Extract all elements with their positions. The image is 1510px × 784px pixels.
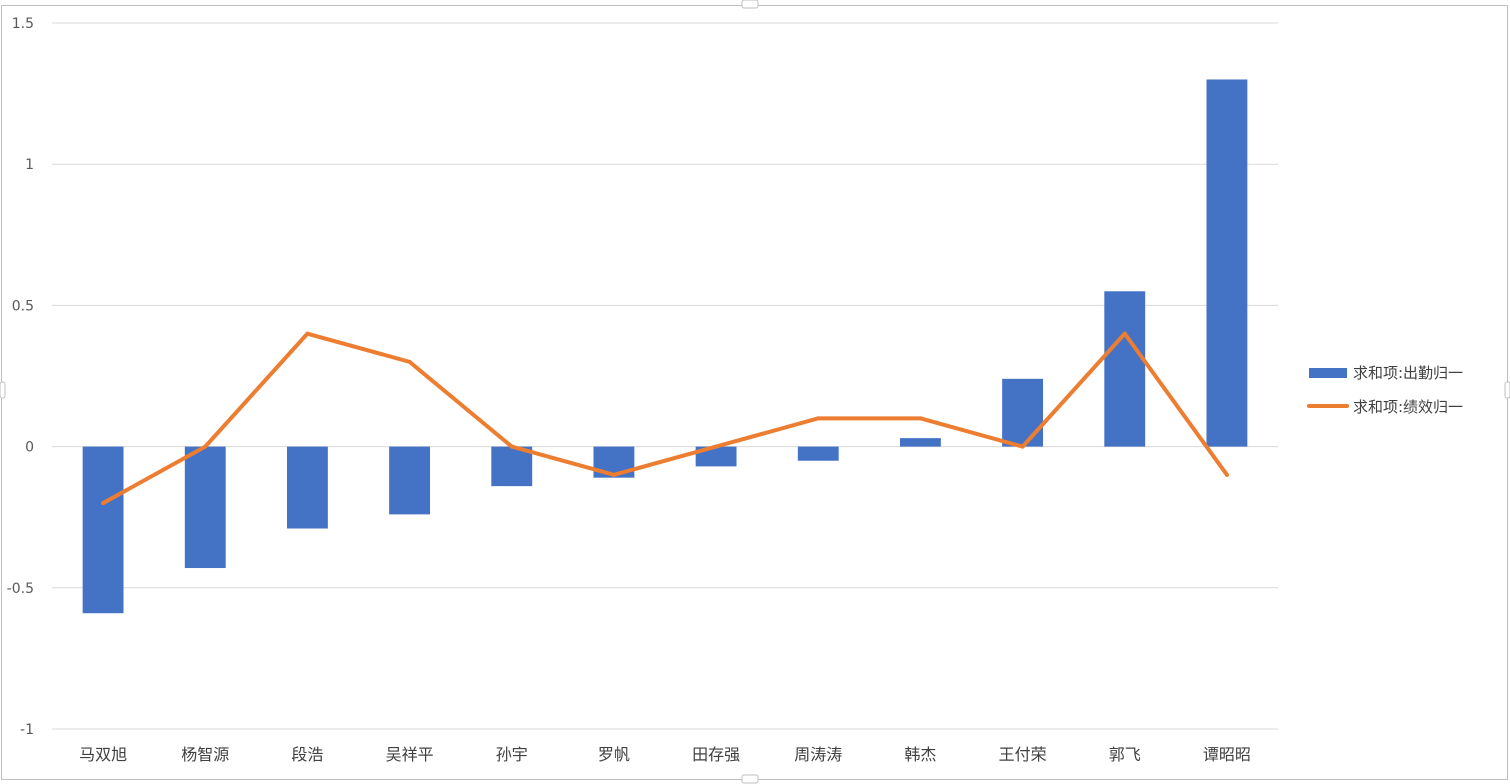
y-tick-label: 0 [25, 440, 34, 456]
resize-handle-bottom[interactable] [741, 774, 759, 784]
x-category-label: 周涛涛 [794, 745, 842, 764]
line-series-performance [101, 331, 1229, 506]
x-category-label: 郭飞 [1109, 745, 1141, 764]
line-point[interactable] [918, 416, 923, 421]
x-category-label: 罗帆 [598, 745, 630, 764]
x-category-label: 段浩 [291, 745, 323, 764]
resize-handle-left[interactable] [0, 381, 6, 399]
line-point[interactable] [611, 472, 616, 477]
bar[interactable] [82, 446, 124, 614]
line-point[interactable] [509, 444, 514, 449]
legend-swatch-attendance [1309, 368, 1347, 378]
bar[interactable] [797, 446, 839, 461]
x-category-label: 韩杰 [904, 745, 936, 764]
resize-handle-right[interactable] [1504, 381, 1510, 399]
bar[interactable] [389, 446, 431, 515]
bar[interactable] [899, 438, 941, 447]
y-tick-label: -1 [20, 722, 34, 738]
line-point[interactable] [203, 444, 208, 449]
gridlines [52, 22, 1278, 730]
line-point[interactable] [714, 444, 719, 449]
bar[interactable] [491, 446, 533, 487]
bar[interactable] [184, 446, 226, 569]
y-tick-label: 1.5 [12, 16, 34, 32]
legend-label-attendance: 求和项:出勤归一 [1353, 364, 1463, 382]
y-tick-label: -0.5 [7, 581, 34, 597]
bar[interactable] [1104, 291, 1146, 447]
x-category-label: 谭昭昭 [1203, 745, 1251, 764]
resize-handle-top[interactable] [741, 0, 759, 9]
x-category-label: 马双旭 [79, 745, 127, 764]
bar[interactable] [1206, 79, 1248, 447]
x-category-label: 吴祥平 [386, 745, 434, 764]
x-category-label: 田存强 [692, 745, 740, 764]
legend-label-performance: 求和项:绩效归一 [1353, 398, 1463, 416]
line-point[interactable] [1224, 472, 1229, 477]
y-tick-label: 1 [25, 157, 34, 173]
bar[interactable] [1002, 378, 1044, 447]
y-tick-label: 0.5 [12, 298, 34, 314]
legend: 求和项:出勤归一 求和项:绩效归一 [1307, 364, 1463, 416]
bar[interactable] [695, 446, 737, 467]
bar-series-attendance [82, 79, 1248, 614]
line-point[interactable] [1122, 331, 1127, 336]
line-point[interactable] [101, 501, 106, 506]
line-point[interactable] [407, 359, 412, 364]
line-point[interactable] [816, 416, 821, 421]
x-category-label: 王付荣 [999, 745, 1047, 764]
x-category-label: 孙宇 [496, 745, 528, 764]
line-point[interactable] [305, 331, 310, 336]
chart-area-border [1, 5, 1508, 780]
series-line[interactable] [101, 331, 1229, 506]
x-axis-category-labels: 马双旭 杨智源 段浩 吴祥平 孙宇 罗帆 田存强 周涛涛 韩杰 王付荣 郭飞 谭昭昭 [79, 745, 1251, 764]
bar[interactable] [286, 446, 328, 529]
y-axis-tick-labels: 1.5 1 0.5 0 -0.5 -1 [7, 16, 34, 738]
x-category-label: 杨智源 [181, 745, 229, 764]
line-point[interactable] [1020, 444, 1025, 449]
